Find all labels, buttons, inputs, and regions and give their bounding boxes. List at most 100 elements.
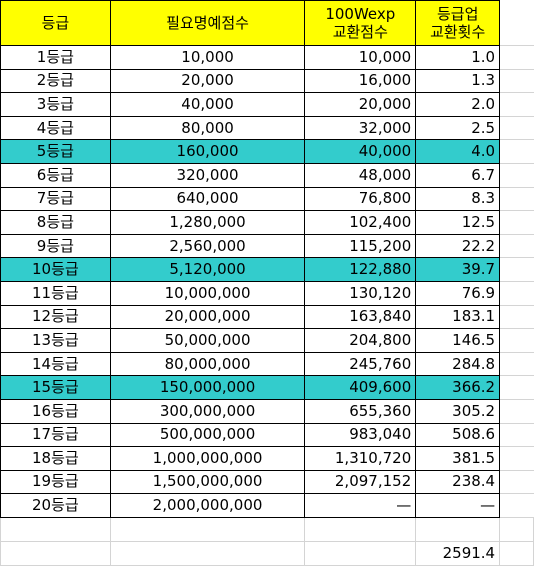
- required-points-cell[interactable]: 50,000,000: [109, 328, 306, 353]
- exchange-points-cell[interactable]: 10,000: [304, 45, 417, 70]
- grade-cell[interactable]: 18등급: [0, 446, 111, 471]
- upgrade-count-cell[interactable]: 146.5: [415, 328, 501, 353]
- total-count-cell[interactable]: 2591.4: [415, 540, 501, 566]
- empty-cell[interactable]: [499, 163, 534, 188]
- empty-cell[interactable]: [499, 352, 534, 377]
- required-points-cell[interactable]: 640,000: [109, 186, 306, 212]
- exchange-points-cell[interactable]: 245,760: [304, 351, 417, 377]
- empty-cell[interactable]: [499, 92, 534, 117]
- grade-cell[interactable]: 3등급: [0, 92, 111, 117]
- empty-cell[interactable]: [499, 0, 534, 46]
- exchange-points-cell[interactable]: 32,000: [304, 115, 417, 141]
- empty-cell[interactable]: [499, 375, 534, 400]
- grade-cell[interactable]: 12등급: [0, 304, 111, 330]
- empty-cell[interactable]: [304, 516, 417, 542]
- upgrade-count-cell[interactable]: 366.2: [415, 375, 501, 400]
- upgrade-count-cell[interactable]: —: [415, 493, 501, 518]
- empty-cell[interactable]: [109, 540, 306, 566]
- empty-cell[interactable]: [499, 516, 534, 542]
- grade-cell[interactable]: 14등급: [0, 351, 111, 377]
- required-points-cell[interactable]: 1,000,000,000: [109, 446, 306, 471]
- required-points-cell[interactable]: 5,120,000: [109, 257, 306, 282]
- grade-cell[interactable]: 7등급: [0, 186, 111, 212]
- empty-cell[interactable]: [499, 187, 534, 212]
- exchange-points-cell[interactable]: 102,400: [304, 210, 417, 235]
- required-points-cell[interactable]: 1,280,000: [109, 210, 306, 235]
- exchange-points-cell[interactable]: 163,840: [304, 304, 417, 330]
- empty-cell[interactable]: [499, 305, 534, 330]
- header-grade[interactable]: 등급: [0, 0, 111, 46]
- upgrade-count-cell[interactable]: 183.1: [415, 304, 501, 330]
- empty-cell[interactable]: [499, 540, 534, 566]
- empty-cell[interactable]: [499, 470, 534, 495]
- exchange-points-cell[interactable]: 130,120: [304, 280, 417, 306]
- empty-cell[interactable]: [499, 493, 534, 518]
- upgrade-count-cell[interactable]: 2.0: [415, 92, 501, 117]
- exchange-points-cell[interactable]: 48,000: [304, 162, 417, 188]
- grade-cell[interactable]: 2등급: [0, 68, 111, 94]
- empty-cell[interactable]: [0, 516, 111, 542]
- exchange-points-cell[interactable]: 2,097,152: [304, 469, 417, 495]
- grade-cell[interactable]: 10등급: [0, 257, 111, 282]
- empty-cell[interactable]: [499, 45, 534, 70]
- empty-cell[interactable]: [415, 516, 501, 542]
- upgrade-count-cell[interactable]: 12.5: [415, 210, 501, 235]
- empty-cell[interactable]: [499, 423, 534, 448]
- upgrade-count-cell[interactable]: 305.2: [415, 398, 501, 424]
- required-points-cell[interactable]: 1,500,000,000: [109, 469, 306, 495]
- empty-cell[interactable]: [499, 399, 534, 424]
- exchange-points-cell[interactable]: 122,880: [304, 257, 417, 282]
- required-points-cell[interactable]: 160,000: [109, 139, 306, 164]
- empty-cell[interactable]: [0, 540, 111, 566]
- grade-cell[interactable]: 6등급: [0, 162, 111, 188]
- grade-cell[interactable]: 8등급: [0, 210, 111, 235]
- required-points-cell[interactable]: 20,000: [109, 68, 306, 94]
- upgrade-count-cell[interactable]: 39.7: [415, 257, 501, 282]
- grade-cell[interactable]: 15등급: [0, 375, 111, 400]
- required-points-cell[interactable]: 500,000,000: [109, 422, 306, 448]
- exchange-points-cell[interactable]: 115,200: [304, 233, 417, 259]
- empty-cell[interactable]: [499, 69, 534, 94]
- grade-cell[interactable]: 19등급: [0, 469, 111, 495]
- required-points-cell[interactable]: 80,000: [109, 115, 306, 141]
- exchange-points-cell[interactable]: 983,040: [304, 422, 417, 448]
- empty-cell[interactable]: [499, 328, 534, 353]
- required-points-cell[interactable]: 2,560,000: [109, 233, 306, 259]
- exchange-points-cell[interactable]: 40,000: [304, 139, 417, 164]
- required-points-cell[interactable]: 40,000: [109, 92, 306, 117]
- upgrade-count-cell[interactable]: 4.0: [415, 139, 501, 164]
- exchange-points-cell[interactable]: 204,800: [304, 328, 417, 353]
- upgrade-count-cell[interactable]: 1.0: [415, 45, 501, 70]
- exchange-points-cell[interactable]: 20,000: [304, 92, 417, 117]
- exchange-points-cell[interactable]: 76,800: [304, 186, 417, 212]
- header-required-points[interactable]: 필요명예점수: [109, 0, 306, 46]
- required-points-cell[interactable]: 10,000: [109, 45, 306, 70]
- exchange-points-cell[interactable]: 1,310,720: [304, 446, 417, 471]
- required-points-cell[interactable]: 10,000,000: [109, 280, 306, 306]
- grade-cell[interactable]: 16등급: [0, 398, 111, 424]
- header-exchange-points[interactable]: 100Wexp 교환점수: [304, 0, 417, 46]
- upgrade-count-cell[interactable]: 76.9: [415, 280, 501, 306]
- empty-cell[interactable]: [499, 116, 534, 141]
- empty-cell[interactable]: [499, 281, 534, 306]
- empty-cell[interactable]: [499, 234, 534, 259]
- empty-cell[interactable]: [304, 540, 417, 566]
- required-points-cell[interactable]: 2,000,000,000: [109, 493, 306, 518]
- required-points-cell[interactable]: 20,000,000: [109, 304, 306, 330]
- upgrade-count-cell[interactable]: 2.5: [415, 115, 501, 141]
- grade-cell[interactable]: 11등급: [0, 280, 111, 306]
- empty-cell[interactable]: [499, 257, 534, 282]
- grade-cell[interactable]: 5등급: [0, 139, 111, 164]
- upgrade-count-cell[interactable]: 381.5: [415, 446, 501, 471]
- exchange-points-cell[interactable]: —: [304, 493, 417, 518]
- empty-cell[interactable]: [499, 210, 534, 235]
- header-upgrade-count[interactable]: 등급업 교환횟수: [415, 0, 501, 46]
- grade-cell[interactable]: 17등급: [0, 422, 111, 448]
- upgrade-count-cell[interactable]: 284.8: [415, 351, 501, 377]
- upgrade-count-cell[interactable]: 508.6: [415, 422, 501, 448]
- exchange-points-cell[interactable]: 655,360: [304, 398, 417, 424]
- required-points-cell[interactable]: 150,000,000: [109, 375, 306, 400]
- required-points-cell[interactable]: 300,000,000: [109, 398, 306, 424]
- grade-cell[interactable]: 13등급: [0, 328, 111, 353]
- grade-cell[interactable]: 9등급: [0, 233, 111, 259]
